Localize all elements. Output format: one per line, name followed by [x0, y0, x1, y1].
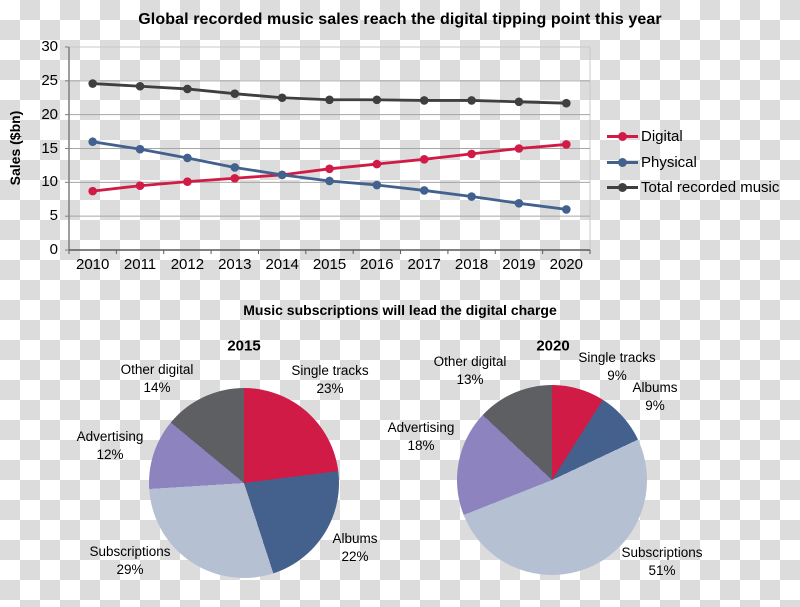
legend-item: Physical — [607, 150, 779, 176]
line-chart-title: Global recorded music sales reach the di… — [138, 11, 662, 28]
legend-marker-icon — [607, 183, 638, 193]
x-axis-tick-label: 2013 — [218, 256, 252, 273]
legend-item: Digital — [607, 124, 779, 150]
x-axis-tick-label: 2018 — [454, 256, 489, 273]
y-axis-tick-label: 20 — [41, 105, 58, 123]
y-axis-tick-label: 10 — [41, 173, 58, 191]
x-axis-tick-label: 2011 — [123, 256, 157, 273]
legend-label: Digital — [641, 128, 683, 146]
x-axis-tick-label: 2010 — [75, 256, 110, 273]
x-axis-tick-label: 2017 — [407, 256, 441, 273]
legend-label: Physical — [641, 153, 697, 171]
pie-slice-label-single-tracks-2020: Single tracks 9% — [578, 350, 656, 383]
pie-slice-label-advertising-2015: Advertising 12% — [76, 429, 144, 462]
y-axis-tick-label: 30 — [41, 38, 58, 55]
x-axis-tick-label: 2016 — [360, 256, 394, 273]
pie-section-title: Music subscriptions will lead the digita… — [243, 302, 557, 318]
pie-year-label-2015: 2015 — [227, 337, 261, 355]
pie-slice-label-advertising-2020: Advertising 18% — [387, 420, 455, 453]
y-axis-tick-label: 15 — [41, 139, 58, 157]
x-axis-tick-label: 2020 — [549, 256, 583, 273]
chart-legend: Digital Physical Total recorded music — [607, 124, 779, 201]
x-axis-tick-label: 2012 — [170, 256, 205, 273]
pie-slice-label-albums-2015: Albums 22% — [332, 531, 378, 564]
pie-slice-label-subscriptions-2020: Subscriptions 51% — [621, 545, 703, 578]
y-axis-tick-label: 25 — [41, 71, 58, 89]
pie-chart-2015 — [149, 388, 339, 578]
y-axis-tick-label: 0 — [49, 241, 58, 258]
pie-slice-label-other-digital-2020: Other digital 13% — [433, 354, 507, 387]
legend-item: Total recorded music — [607, 175, 779, 201]
pie-year-label-2020: 2020 — [536, 337, 570, 355]
y-axis-tick-label: 5 — [49, 207, 58, 225]
legend-label: Total recorded music — [641, 179, 780, 197]
pie-slice-label-albums-2020: Albums 9% — [632, 380, 678, 413]
x-axis-tick-label: 2019 — [502, 256, 536, 273]
x-axis-tick-label: 2015 — [312, 256, 347, 273]
legend-marker-icon — [607, 157, 638, 167]
legend-marker-icon — [607, 132, 638, 142]
pie-slice-label-other-digital-2015: Other digital 14% — [120, 362, 194, 395]
x-axis-tick-label: 2014 — [265, 256, 299, 273]
pie-slice-label-subscriptions-2015: Subscriptions 29% — [89, 544, 171, 577]
pie-chart-2020 — [457, 385, 647, 575]
pie-slice-label-single-tracks-2015: Single tracks 23% — [291, 363, 369, 396]
